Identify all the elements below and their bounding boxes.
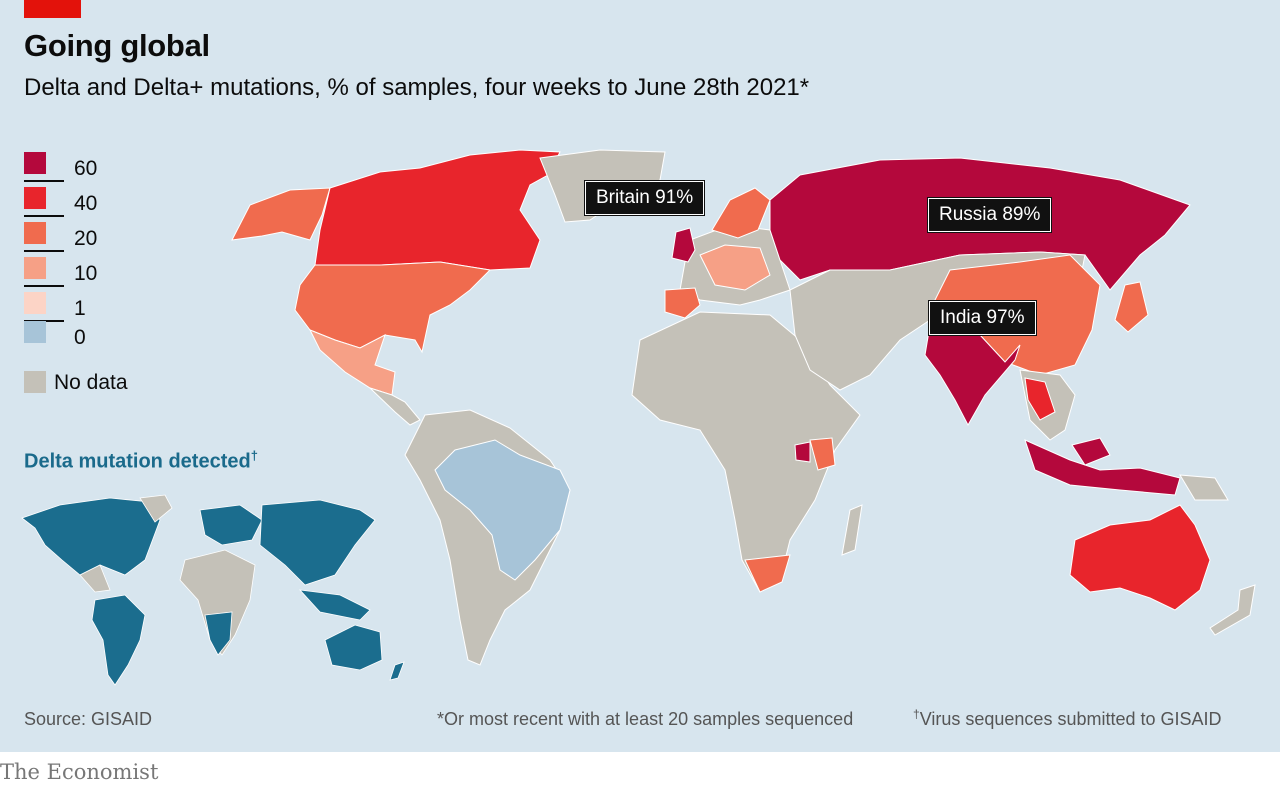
chart-frame: Going global Delta and Delta+ mutations,… bbox=[0, 0, 1280, 752]
legend-label-1: 1 bbox=[74, 297, 86, 320]
inset-europe bbox=[199, 504, 263, 546]
legend-tick bbox=[24, 250, 64, 252]
world-map bbox=[21, 149, 1256, 686]
country-thailand bbox=[1024, 377, 1056, 421]
country-south-africa bbox=[744, 554, 791, 593]
country-australia bbox=[1069, 504, 1211, 611]
inset-map bbox=[21, 494, 405, 686]
legend-swatch-40 bbox=[24, 187, 46, 209]
brand-logo: The Economist bbox=[0, 760, 159, 784]
legend-swatch-60 bbox=[24, 152, 46, 174]
legend-label-0: 0 bbox=[74, 326, 86, 349]
inset-north-america bbox=[21, 497, 161, 576]
chart-subtitle: Delta and Delta+ mutations, % of samples… bbox=[24, 74, 810, 101]
inset-title-dagger: † bbox=[250, 448, 258, 463]
region-central-europe bbox=[699, 244, 771, 291]
legend-swatch-no-data bbox=[24, 371, 46, 393]
inset-new-zealand bbox=[389, 661, 405, 681]
legend-tick bbox=[24, 285, 64, 287]
chart-title: Going global bbox=[24, 28, 210, 63]
region-madagascar bbox=[841, 504, 863, 556]
footnote-dagger-mark: † bbox=[913, 707, 920, 721]
inset-africa bbox=[179, 549, 256, 656]
country-uganda bbox=[794, 441, 811, 463]
country-japan bbox=[1114, 281, 1149, 333]
callout-russia: Russia 89% bbox=[926, 197, 1053, 233]
legend-swatch-0 bbox=[24, 321, 46, 343]
inset-greenland bbox=[139, 494, 173, 523]
inset-asia bbox=[259, 499, 376, 586]
source-note: Source: GISAID bbox=[24, 709, 153, 729]
legend-swatch-1 bbox=[24, 292, 46, 314]
region-alaska-canada-west bbox=[231, 187, 331, 241]
inset-australia bbox=[324, 624, 383, 671]
inset-central-america bbox=[79, 564, 111, 593]
country-spain-portugal bbox=[664, 287, 701, 319]
inset-southeast-asia bbox=[298, 589, 371, 621]
legend-tick bbox=[24, 215, 64, 217]
legend-tick bbox=[24, 180, 64, 182]
country-india bbox=[924, 324, 1021, 427]
country-kenya bbox=[809, 437, 836, 471]
region-papua bbox=[1179, 474, 1229, 501]
legend-label-20: 20 bbox=[74, 227, 98, 250]
legend-label-40: 40 bbox=[74, 192, 98, 215]
footnote-star: *Or most recent with at least 20 samples… bbox=[437, 709, 854, 729]
footnote-dagger-text: Virus sequences submitted to GISAID bbox=[919, 709, 1222, 729]
legend-label-no-data: No data bbox=[54, 371, 128, 394]
country-britain bbox=[671, 227, 696, 263]
inset-south-america bbox=[91, 594, 146, 686]
legend-swatch-10 bbox=[24, 257, 46, 279]
callout-britain: Britain 91% bbox=[583, 180, 706, 216]
region-central-america bbox=[369, 387, 421, 426]
legend-tick bbox=[24, 320, 64, 322]
country-usa bbox=[294, 261, 492, 354]
legend-label-60: 60 bbox=[74, 157, 98, 180]
region-new-zealand bbox=[1209, 584, 1256, 636]
inset-africa-detected bbox=[204, 611, 233, 656]
country-mexico bbox=[308, 329, 396, 396]
country-canada bbox=[314, 149, 561, 271]
brand-red-tag bbox=[24, 0, 81, 18]
legend-swatch-20 bbox=[24, 222, 46, 244]
callout-india: India 97% bbox=[928, 300, 1037, 336]
country-brazil bbox=[434, 439, 571, 581]
inset-title: Delta mutation detected† bbox=[24, 448, 258, 474]
footnote-dagger: †Virus sequences submitted to GISAID bbox=[913, 707, 1222, 730]
region-borneo bbox=[1071, 437, 1111, 466]
inset-title-text: Delta mutation detected bbox=[24, 450, 251, 473]
legend-label-10: 10 bbox=[74, 262, 98, 285]
